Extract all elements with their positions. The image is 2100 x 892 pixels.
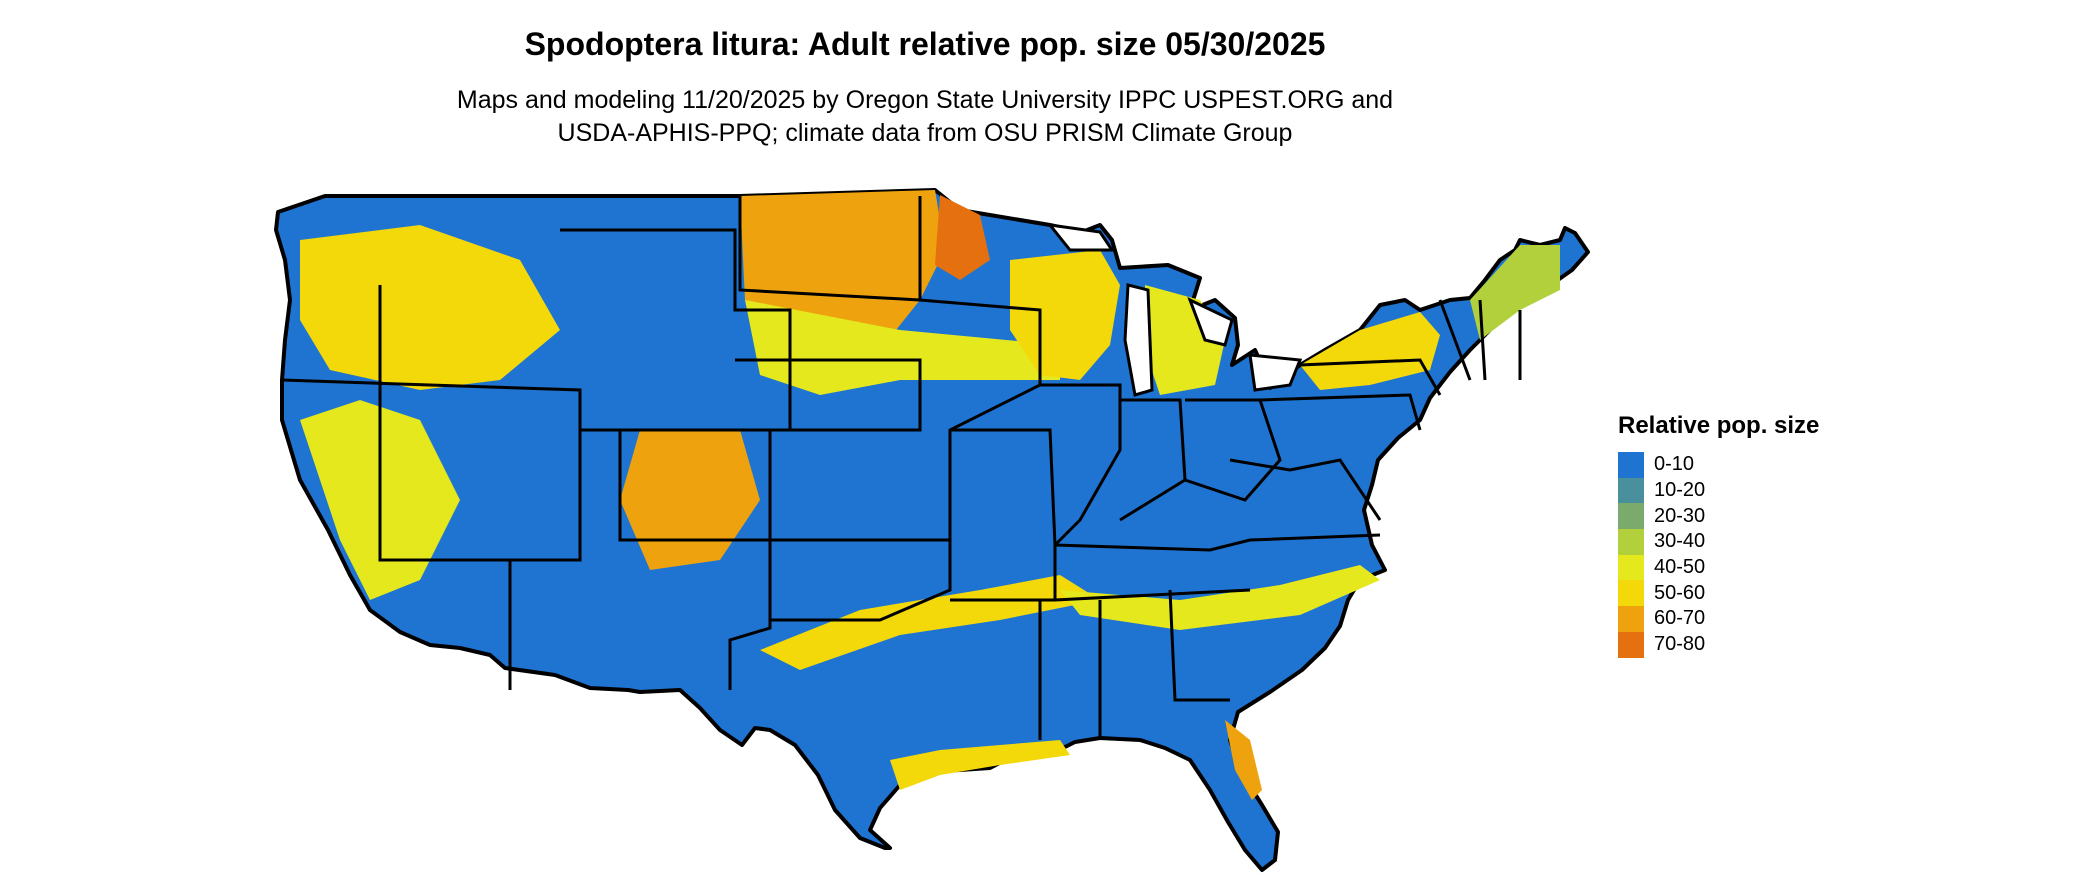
region-wisconsin [1010,250,1120,380]
region-new-york [1300,312,1440,390]
legend-label: 10-20 [1654,479,1706,502]
legend-swatch-0 [1618,452,1644,478]
region-dakotas-yellow [745,300,1060,395]
legend-label: 0-10 [1654,453,1695,476]
map-title: Spodoptera litura: Adult relative pop. s… [524,26,1326,62]
legend-swatch-4 [1618,554,1644,581]
legend-label: 50-60 [1654,581,1706,604]
subtitle-line-1: Maps and modeling 11/20/2025 by Oregon S… [456,86,1394,114]
legend-item: 10-20 [1618,477,1819,504]
legend-item: 60-70 [1618,606,1819,632]
legend-item: 50-60 [1618,580,1819,607]
subtitle-line-2: USDA-APHIS-PPQ; climate data from OSU PR… [557,119,1293,147]
region-northwest [300,225,560,390]
region-gulf-coast [890,740,1070,790]
region-colorado [620,430,760,570]
legend: Relative pop. size 0-10 10-20 20-30 30-4… [1618,412,1819,658]
legend-swatch-1 [1618,477,1644,504]
great-lakes [1046,222,1303,397]
state-borders [281,196,1522,740]
legend-item: 20-30 [1618,503,1819,530]
legend-label: 40-50 [1654,556,1706,579]
map-subtitle: Maps and modeling 11/20/2025 by Oregon S… [0,84,1850,150]
legend-swatch-2 [1618,503,1644,530]
legend-swatch-6 [1618,606,1644,632]
legend-swatch-7 [1618,631,1644,658]
legend-label: 30-40 [1654,530,1706,553]
legend-swatch-5 [1618,580,1644,607]
legend-item: 70-80 [1618,631,1819,658]
region-new-england [1470,245,1560,340]
legend-label: 60-70 [1654,607,1706,630]
legend-title: Relative pop. size [1618,412,1820,439]
legend-item: 30-40 [1618,529,1819,555]
region-florida [1225,720,1262,800]
legend-label: 20-30 [1654,504,1706,527]
region-southeast-band [1060,565,1380,630]
legend-item: 40-50 [1618,554,1819,581]
region-minnesota-orange [935,195,990,280]
legend-swatch-3 [1618,529,1644,555]
legend-label: 70-80 [1654,633,1706,656]
legend-item: 0-10 [1618,452,1819,478]
